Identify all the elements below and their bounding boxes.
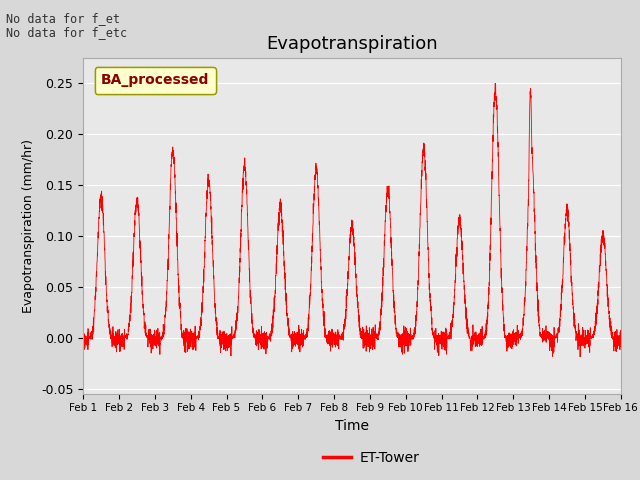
Text: No data for f_et: No data for f_et (6, 12, 120, 25)
Y-axis label: Evapotranspiration (mm/hr): Evapotranspiration (mm/hr) (22, 139, 35, 312)
Legend: ET-Tower: ET-Tower (317, 445, 425, 471)
Legend: BA_processed: BA_processed (95, 67, 216, 94)
X-axis label: Time: Time (335, 419, 369, 433)
Text: No data for f_etc: No data for f_etc (6, 26, 127, 39)
Title: Evapotranspiration: Evapotranspiration (266, 35, 438, 53)
